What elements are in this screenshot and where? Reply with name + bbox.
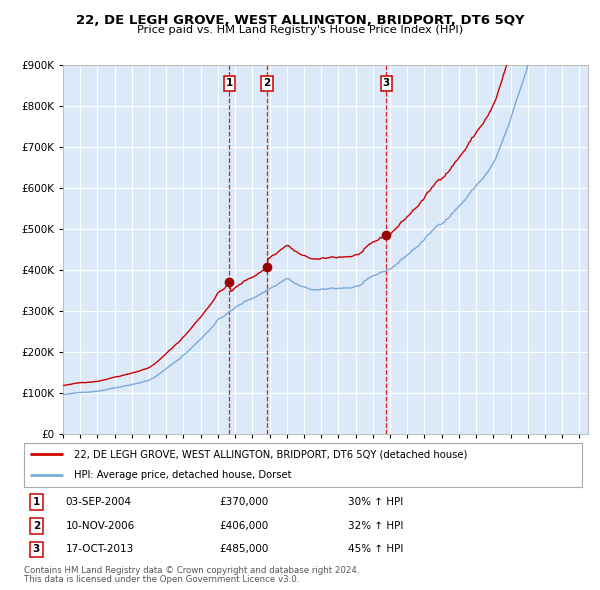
- Text: 3: 3: [383, 78, 390, 88]
- Text: 1: 1: [32, 497, 40, 507]
- Text: 32% ↑ HPI: 32% ↑ HPI: [347, 521, 403, 530]
- Text: £406,000: £406,000: [220, 521, 269, 530]
- Text: £485,000: £485,000: [220, 545, 269, 555]
- Text: £370,000: £370,000: [220, 497, 269, 507]
- Text: 45% ↑ HPI: 45% ↑ HPI: [347, 545, 403, 555]
- Text: This data is licensed under the Open Government Licence v3.0.: This data is licensed under the Open Gov…: [24, 575, 299, 584]
- Text: 1: 1: [226, 78, 233, 88]
- Text: Contains HM Land Registry data © Crown copyright and database right 2024.: Contains HM Land Registry data © Crown c…: [24, 566, 359, 575]
- Text: 2: 2: [32, 521, 40, 530]
- Text: HPI: Average price, detached house, Dorset: HPI: Average price, detached house, Dors…: [74, 470, 292, 480]
- Text: 22, DE LEGH GROVE, WEST ALLINGTON, BRIDPORT, DT6 5QY: 22, DE LEGH GROVE, WEST ALLINGTON, BRIDP…: [76, 14, 524, 27]
- Text: Price paid vs. HM Land Registry's House Price Index (HPI): Price paid vs. HM Land Registry's House …: [137, 25, 463, 35]
- Text: 2: 2: [263, 78, 271, 88]
- Text: 22, DE LEGH GROVE, WEST ALLINGTON, BRIDPORT, DT6 5QY (detached house): 22, DE LEGH GROVE, WEST ALLINGTON, BRIDP…: [74, 450, 467, 460]
- Text: 3: 3: [32, 545, 40, 555]
- Text: 10-NOV-2006: 10-NOV-2006: [66, 521, 135, 530]
- Text: 03-SEP-2004: 03-SEP-2004: [66, 497, 132, 507]
- Text: 30% ↑ HPI: 30% ↑ HPI: [347, 497, 403, 507]
- Text: 17-OCT-2013: 17-OCT-2013: [66, 545, 134, 555]
